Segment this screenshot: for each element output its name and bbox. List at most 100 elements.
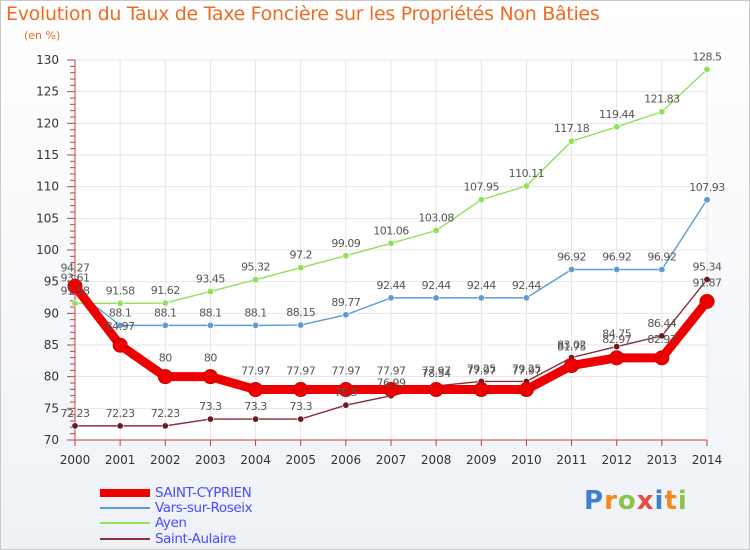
y-tick-label: 105 bbox=[36, 211, 59, 225]
data-label-vars-sur-roseix: 88.1 bbox=[244, 306, 267, 319]
data-point-saint-cyprien bbox=[248, 382, 264, 398]
data-label-saint-cyprien: 82.97 bbox=[647, 333, 676, 346]
data-point-saint-cyprien bbox=[609, 350, 625, 366]
data-point-ayen bbox=[252, 276, 260, 284]
data-label-saint-aulaire: 72.23 bbox=[106, 407, 135, 420]
y-tick-label: 95 bbox=[44, 275, 59, 289]
data-point-ayen bbox=[387, 239, 395, 247]
y-tick-label: 120 bbox=[36, 116, 59, 130]
data-label-vars-sur-roseix: 93.61 bbox=[61, 271, 90, 284]
data-point-saint-aulaire bbox=[658, 332, 666, 340]
legend-label-saint-aulaire: Saint-Aulaire bbox=[155, 530, 236, 547]
data-point-saint-cyprien bbox=[654, 350, 670, 366]
data-point-saint-aulaire bbox=[161, 422, 169, 430]
data-label-vars-sur-roseix: 88.15 bbox=[286, 306, 315, 319]
y-tick-label: 90 bbox=[44, 306, 59, 320]
x-tick-label: 2002 bbox=[150, 453, 181, 467]
data-label-saint-cyprien: 82.97 bbox=[602, 333, 631, 346]
data-label-ayen: 91.58 bbox=[61, 284, 90, 297]
data-label-vars-sur-roseix: 88.1 bbox=[199, 306, 222, 319]
data-point-saint-cyprien bbox=[67, 278, 83, 294]
data-point-vars-sur-roseix bbox=[432, 294, 440, 302]
data-label-ayen: 110.11 bbox=[509, 167, 545, 180]
data-point-vars-sur-roseix bbox=[522, 294, 530, 302]
data-point-saint-cyprien bbox=[518, 382, 534, 398]
legend-item-saint-aulaire: Saint-Aulaire bbox=[100, 530, 252, 547]
data-label-vars-sur-roseix: 92.44 bbox=[512, 279, 541, 292]
chart-title: Evolution du Taux de Taxe Foncière sur l… bbox=[6, 3, 600, 25]
data-point-ayen bbox=[703, 66, 711, 74]
data-point-saint-aulaire bbox=[613, 343, 621, 351]
data-label-ayen: 97.2 bbox=[289, 249, 312, 262]
data-point-saint-cyprien bbox=[473, 382, 489, 398]
data-point-saint-cyprien bbox=[112, 337, 128, 353]
y-tick-label: 100 bbox=[36, 243, 59, 257]
data-label-saint-aulaire: 72.23 bbox=[151, 407, 180, 420]
data-label-saint-cyprien: 80 bbox=[159, 352, 172, 365]
data-label-ayen: 91.62 bbox=[151, 284, 180, 297]
y-tick-label: 110 bbox=[36, 180, 59, 194]
chart-unit: (en %) bbox=[24, 29, 61, 42]
data-label-saint-cyprien: 77.97 bbox=[422, 365, 451, 378]
x-tick-label: 2014 bbox=[692, 453, 723, 467]
legend-swatch-saint-aulaire bbox=[100, 537, 150, 540]
data-label-saint-cyprien: 91.87 bbox=[693, 276, 722, 289]
x-tick-label: 2001 bbox=[105, 453, 136, 467]
data-point-ayen bbox=[71, 299, 79, 307]
x-tick-label: 2003 bbox=[195, 453, 226, 467]
data-label-ayen: 99.09 bbox=[331, 237, 360, 250]
y-tick-label: 130 bbox=[36, 53, 59, 67]
data-label-vars-sur-roseix: 88.1 bbox=[154, 306, 177, 319]
data-point-ayen bbox=[297, 264, 305, 272]
y-tick-label: 75 bbox=[44, 401, 59, 415]
data-label-vars-sur-roseix: 96.92 bbox=[602, 251, 631, 264]
x-tick-label: 2010 bbox=[511, 453, 542, 467]
data-point-saint-aulaire bbox=[297, 415, 305, 423]
legend-item-saint-cyprien: SAINT-CYPRIEN bbox=[100, 485, 252, 501]
data-point-ayen bbox=[161, 299, 169, 307]
data-label-saint-aulaire: 95.34 bbox=[693, 261, 722, 274]
data-point-saint-aulaire bbox=[252, 415, 260, 423]
y-tick-label: 80 bbox=[44, 370, 59, 384]
data-point-saint-cyprien bbox=[699, 293, 715, 309]
x-tick-label: 2008 bbox=[421, 453, 452, 467]
data-point-vars-sur-roseix bbox=[297, 321, 305, 329]
proxiti-logo: Proxiti bbox=[584, 486, 688, 516]
data-label-saint-aulaire: 76.99 bbox=[377, 377, 406, 390]
data-point-saint-aulaire bbox=[71, 422, 79, 430]
data-point-saint-cyprien bbox=[293, 382, 309, 398]
data-point-vars-sur-roseix bbox=[116, 321, 124, 329]
data-label-saint-cyprien: 77.97 bbox=[241, 365, 270, 378]
data-label-ayen: 107.95 bbox=[464, 181, 500, 194]
data-label-vars-sur-roseix: 96.92 bbox=[557, 251, 586, 264]
legend-label-vars-sur-roseix: Vars-sur-Roseix bbox=[155, 499, 253, 516]
legend-swatch-saint-cyprien bbox=[100, 488, 150, 497]
data-label-vars-sur-roseix: 107.93 bbox=[689, 181, 725, 194]
y-tick-label: 85 bbox=[44, 338, 59, 352]
data-label-saint-cyprien: 81.75 bbox=[557, 341, 586, 354]
data-label-vars-sur-roseix: 92.44 bbox=[422, 279, 451, 292]
data-point-vars-sur-roseix bbox=[342, 311, 350, 319]
data-point-vars-sur-roseix bbox=[252, 321, 260, 329]
x-tick-label: 2000 bbox=[60, 453, 91, 467]
data-point-vars-sur-roseix bbox=[613, 266, 621, 274]
y-tick-label: 125 bbox=[36, 85, 59, 99]
data-point-saint-aulaire bbox=[206, 415, 214, 423]
data-label-vars-sur-roseix: 92.44 bbox=[377, 279, 406, 292]
data-point-saint-cyprien bbox=[202, 369, 218, 385]
legend-swatch-ayen bbox=[100, 522, 150, 525]
data-point-vars-sur-roseix bbox=[658, 266, 666, 274]
data-label-ayen: 128.5 bbox=[693, 51, 722, 64]
chart-legend: SAINT-CYPRIEN Vars-sur-Roseix Ayen Saint… bbox=[100, 485, 253, 547]
legend-item-ayen: Ayen bbox=[100, 515, 252, 531]
legend-item-vars-sur-roseix: Vars-sur-Roseix bbox=[100, 499, 253, 516]
data-point-ayen bbox=[522, 182, 530, 190]
x-tick-label: 2005 bbox=[285, 453, 316, 467]
data-label-ayen: 119.44 bbox=[599, 108, 635, 121]
data-point-saint-cyprien bbox=[157, 369, 173, 385]
data-label-saint-cyprien: 77.97 bbox=[512, 365, 541, 378]
data-point-ayen bbox=[613, 123, 621, 131]
data-label-saint-cyprien: 77.97 bbox=[467, 365, 496, 378]
data-point-saint-cyprien bbox=[564, 358, 580, 374]
